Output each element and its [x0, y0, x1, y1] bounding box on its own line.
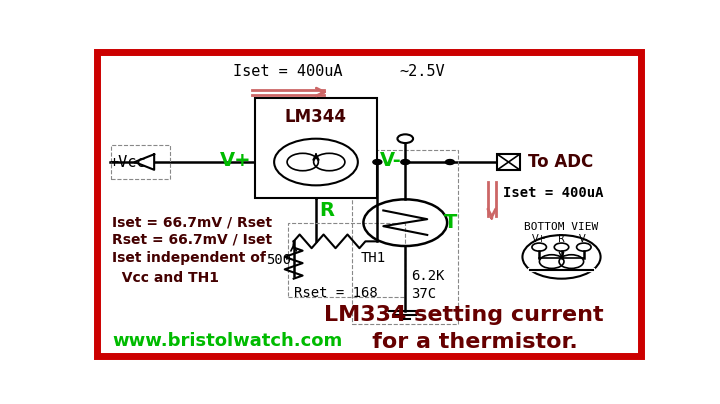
- Text: LM334 setting current
   for a thermistor.: LM334 setting current for a thermistor.: [324, 305, 603, 351]
- Bar: [255, 98, 377, 198]
- Polygon shape: [135, 154, 154, 170]
- Text: TH1: TH1: [361, 251, 386, 265]
- Text: V-: V-: [380, 151, 402, 170]
- Text: Rset = 168: Rset = 168: [294, 286, 377, 300]
- Text: LM344: LM344: [285, 108, 347, 126]
- Text: R: R: [558, 234, 565, 244]
- Text: www.bristolwatch.com: www.bristolwatch.com: [112, 332, 343, 350]
- Text: Iset = 400uA: Iset = 400uA: [233, 64, 343, 79]
- Text: 6.2K
37C: 6.2K 37C: [411, 269, 444, 301]
- Text: V+: V+: [532, 234, 546, 244]
- Bar: [111, 145, 170, 179]
- Text: V+: V+: [220, 151, 252, 170]
- Circle shape: [446, 160, 454, 164]
- Bar: [352, 149, 458, 324]
- Text: T: T: [444, 213, 458, 232]
- Text: BOTTOM VIEW: BOTTOM VIEW: [524, 222, 598, 232]
- Text: 500: 500: [266, 253, 291, 267]
- Circle shape: [373, 160, 382, 164]
- Text: Iset independent of
  Vcc and TH1: Iset independent of Vcc and TH1: [112, 251, 266, 284]
- Text: To ADC: To ADC: [528, 153, 593, 171]
- Text: Iset = 400uA: Iset = 400uA: [503, 186, 603, 200]
- Text: Rset = 66.7mV / Iset: Rset = 66.7mV / Iset: [112, 233, 272, 247]
- Text: R: R: [319, 201, 334, 220]
- Text: V-: V-: [579, 234, 588, 244]
- Text: +Vcc: +Vcc: [109, 154, 146, 170]
- Bar: [498, 154, 520, 170]
- Circle shape: [401, 160, 410, 164]
- Text: ~2.5V: ~2.5V: [400, 64, 445, 79]
- Bar: [288, 223, 405, 297]
- Text: Iset = 66.7mV / Rset: Iset = 66.7mV / Rset: [112, 216, 272, 230]
